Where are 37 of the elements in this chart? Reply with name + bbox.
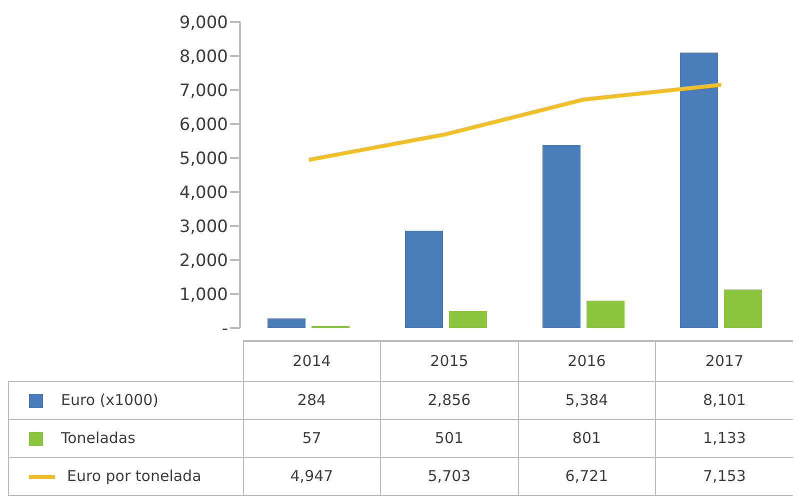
data-label: 5,384	[518, 381, 656, 419]
data-label: 1,133	[656, 419, 793, 457]
legend-label: Euro (x1000)	[8, 381, 243, 419]
legend-label: Euro por tonelada	[8, 457, 243, 495]
y-tick-label: 9,000	[179, 13, 228, 34]
bar	[586, 300, 624, 328]
bar	[405, 230, 443, 328]
bar	[542, 144, 580, 328]
data-label: 7,153	[656, 457, 793, 495]
bar	[449, 310, 487, 328]
y-tick-label: 2,000	[179, 251, 228, 272]
legend-label: Toneladas	[8, 419, 243, 457]
y-tick-label: 6,000	[179, 115, 228, 136]
data-label: 8,101	[656, 381, 793, 419]
x-tick-label: 2017	[656, 341, 793, 381]
bar	[680, 52, 718, 328]
y-tick-label: 8,000	[179, 47, 228, 68]
line-series	[306, 82, 724, 162]
y-tick-label: 7,000	[179, 81, 228, 102]
y-tick-label: 1,000	[179, 285, 228, 306]
data-label: 2,856	[380, 381, 518, 419]
y-tick-label: 5,000	[179, 149, 228, 170]
data-label: 57	[243, 419, 380, 457]
x-tick-label: 2016	[518, 341, 656, 381]
data-label: 6,721	[518, 457, 656, 495]
y-tick-label: 4,000	[179, 183, 228, 204]
data-label: 4,947	[243, 457, 380, 495]
data-label: 501	[380, 419, 518, 457]
bar	[724, 289, 762, 328]
data-label: 801	[518, 419, 656, 457]
x-tick-label: 2015	[380, 341, 518, 381]
y-tick-label: 3,000	[179, 217, 228, 238]
data-label: 284	[243, 381, 380, 419]
y-tick-label: -	[222, 319, 228, 340]
data-label: 5,703	[380, 457, 518, 495]
bar	[268, 318, 306, 328]
x-tick-label: 2014	[243, 341, 380, 381]
